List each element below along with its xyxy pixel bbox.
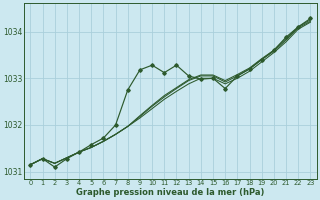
X-axis label: Graphe pression niveau de la mer (hPa): Graphe pression niveau de la mer (hPa) [76, 188, 265, 197]
